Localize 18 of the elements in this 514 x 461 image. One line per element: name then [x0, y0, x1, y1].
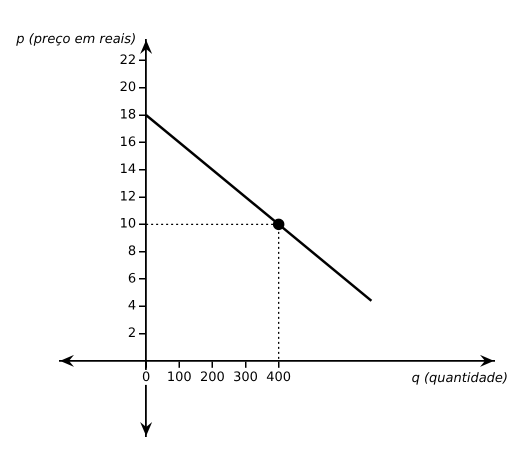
y-tick-label: 8: [128, 244, 136, 260]
y-tick-label: 20: [120, 80, 136, 96]
y-tick-label: 14: [120, 162, 136, 178]
y-axis-title: p (preço em reais): [16, 32, 136, 47]
x-axis-title: q (quantidade): [412, 370, 508, 386]
x-tick-label: 400: [266, 370, 292, 385]
y-tick-label: 22: [120, 52, 136, 68]
y-tick-label: 6: [128, 271, 136, 286]
y-tick-label: 16: [120, 134, 136, 150]
x-tick-label: 0: [142, 370, 150, 385]
x-tick-label: 200: [200, 370, 225, 385]
x-tick-label: 100: [166, 370, 192, 385]
x-tick-label: 300: [233, 370, 258, 385]
y-tick-label: 2: [128, 326, 136, 341]
y-tick-label: 4: [128, 298, 136, 314]
y-tick-label: 18: [120, 107, 136, 122]
y-tick-label: 12: [120, 189, 136, 204]
y-tick-label: 10: [120, 216, 136, 232]
